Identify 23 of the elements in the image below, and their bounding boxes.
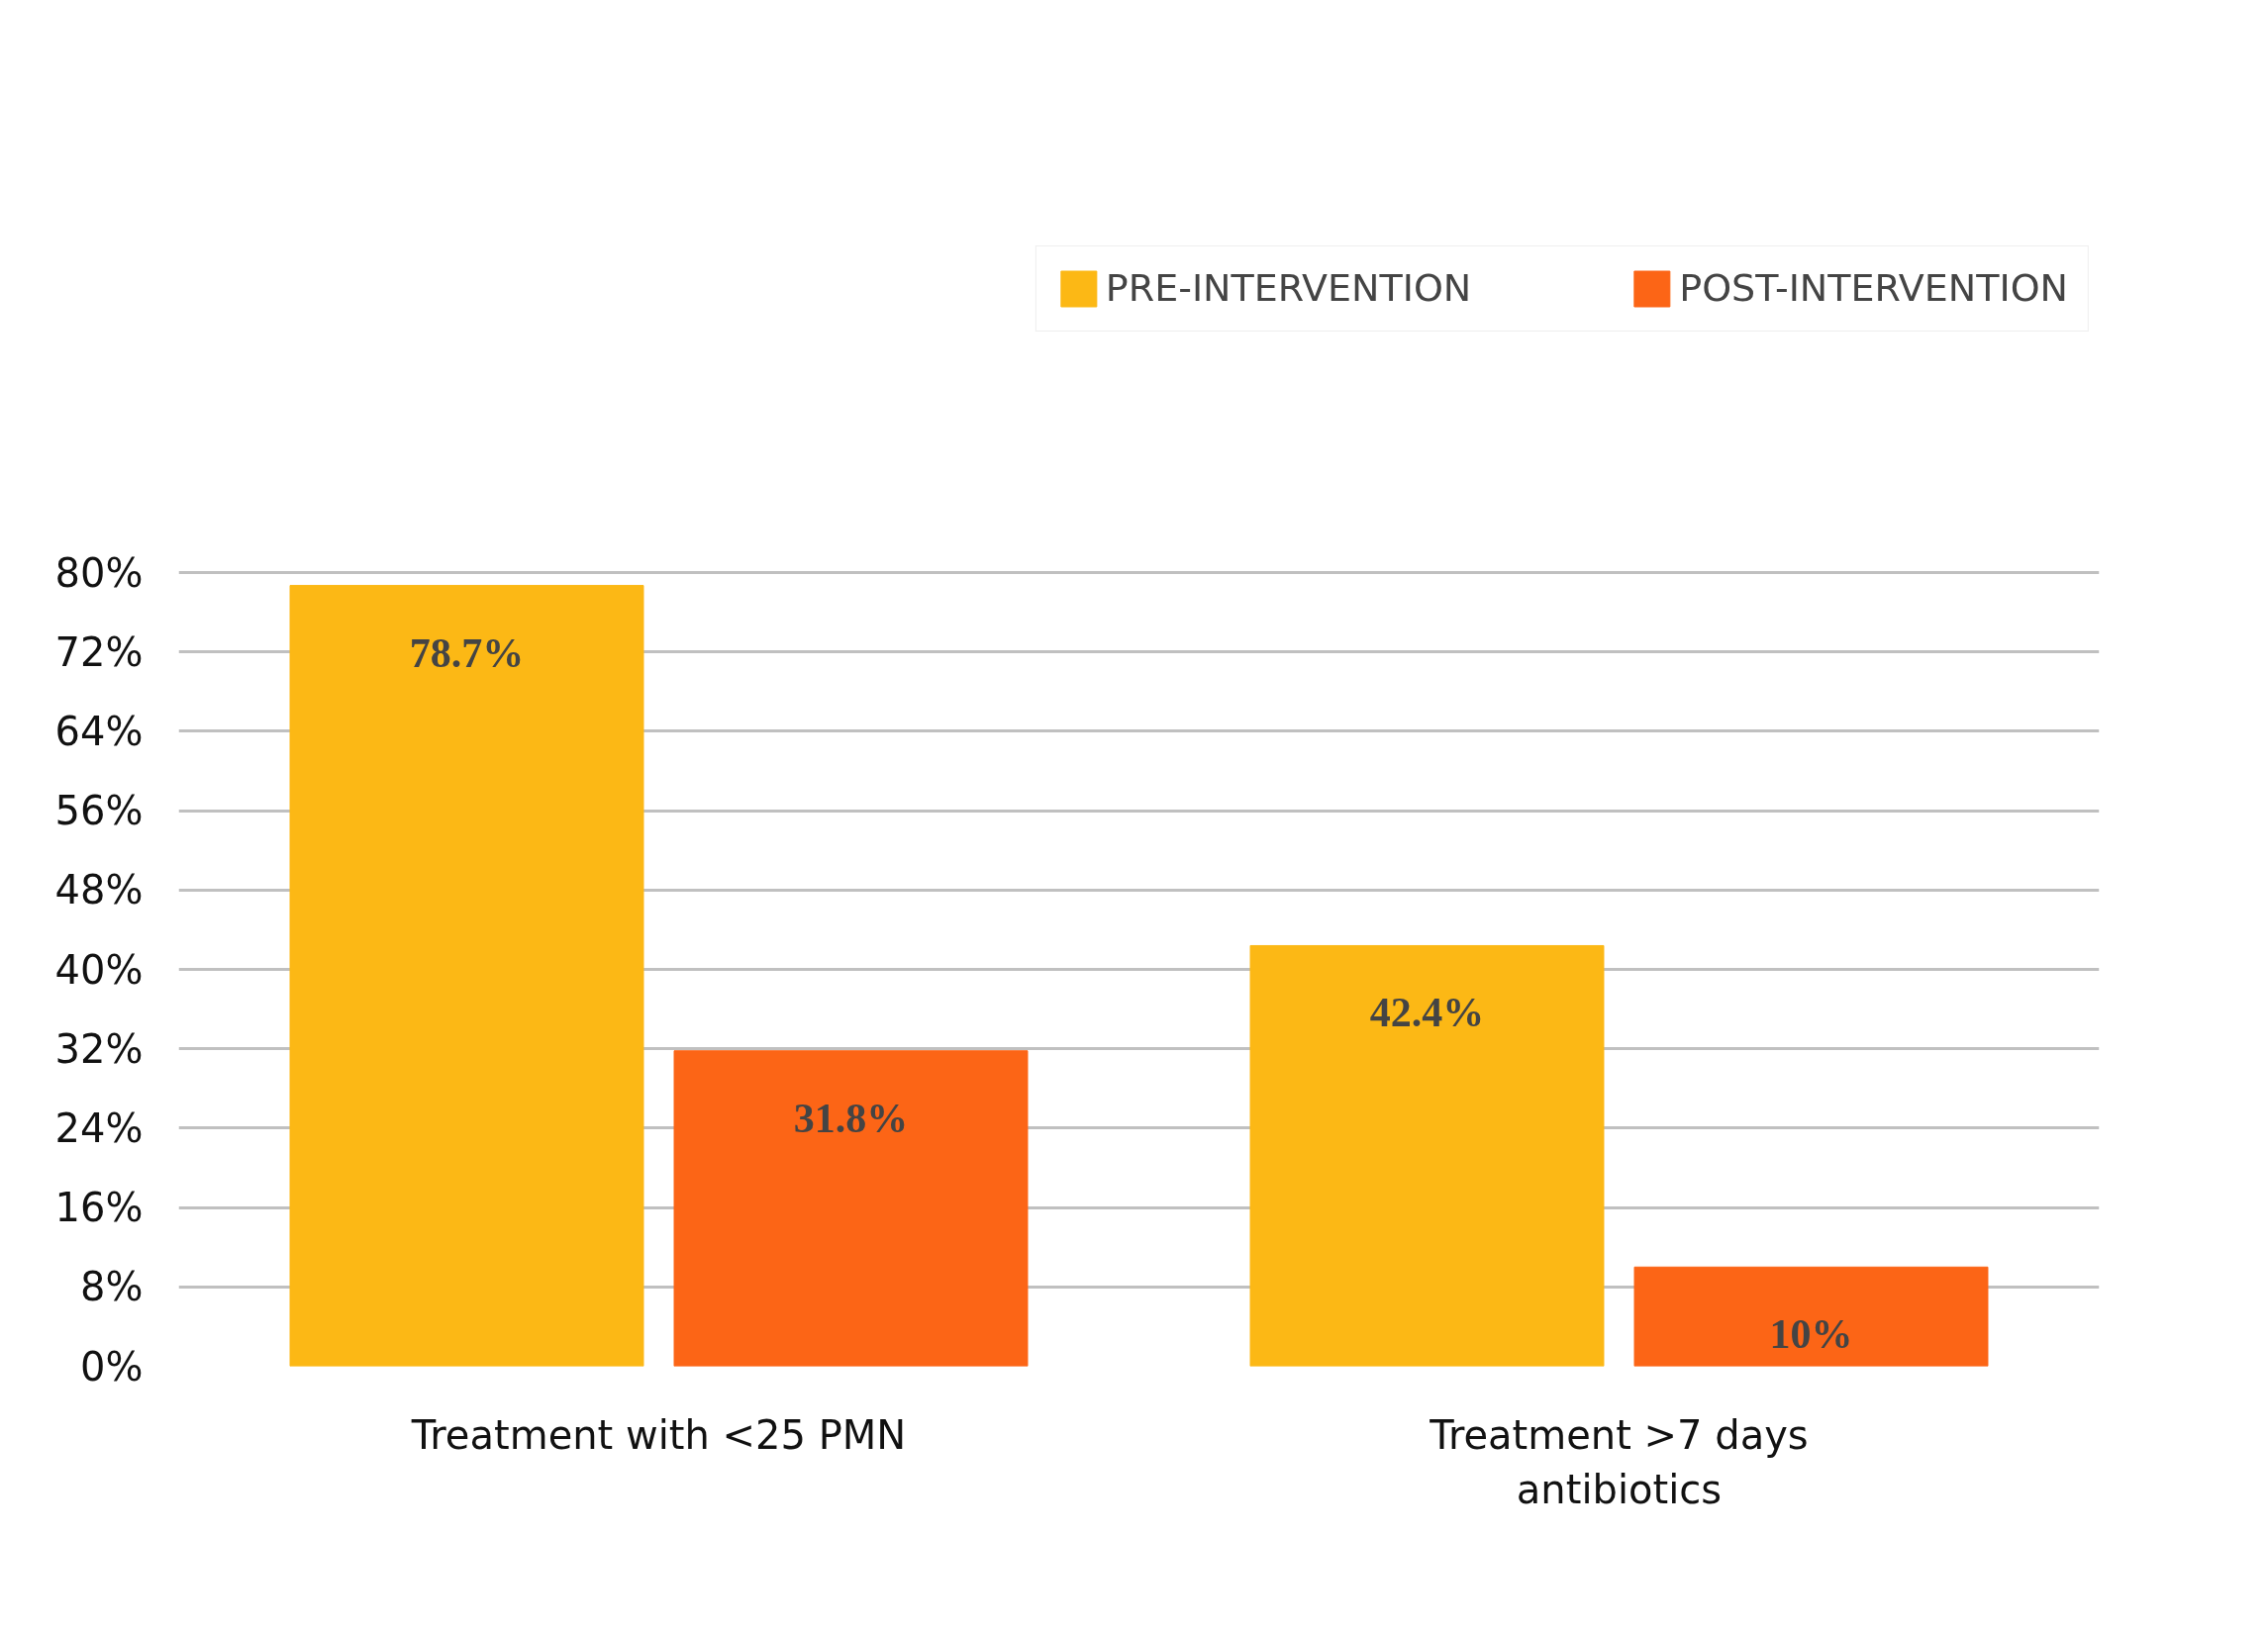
y-tick-label: 64% (54, 708, 144, 754)
legend-label: POST-INTERVENTION (1679, 266, 2068, 310)
text: 78.7% (409, 629, 525, 676)
bar (289, 585, 644, 1367)
bar (1249, 944, 1605, 1367)
text: 10% (1769, 1311, 1853, 1358)
bar (1633, 1266, 1989, 1367)
text: 31.8% (793, 1095, 909, 1141)
y-tick-label: 48% (54, 867, 144, 913)
x-tick-label: Treatment >7 days antibiotics (1429, 1411, 1809, 1512)
y-tick-label: 0% (80, 1343, 144, 1390)
x-tick-label: Treatment with <25 PMN (410, 1411, 907, 1458)
y-tick-label: 8% (80, 1264, 144, 1310)
y-tick-label: 72% (54, 628, 144, 675)
y-tick-label: 40% (54, 946, 144, 993)
legend-label: PRE-INTERVENTION (1105, 266, 1472, 310)
text: 42.4% (1369, 990, 1485, 1036)
y-tick-label: 80% (54, 549, 144, 596)
y-tick-label: 24% (54, 1104, 144, 1151)
y-tick-label: 56% (54, 788, 144, 834)
y-tick-label: 16% (54, 1185, 144, 1231)
bar (673, 1050, 1029, 1367)
y-tick-label: 32% (54, 1025, 144, 1072)
